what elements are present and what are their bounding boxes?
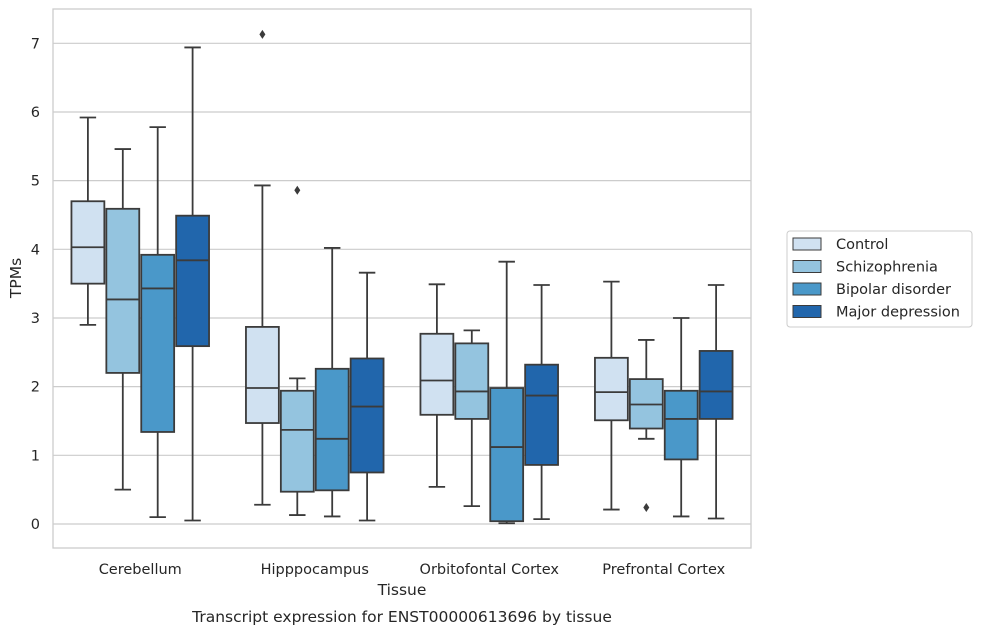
box-group [314,247,350,518]
legend-label: Major depression [836,305,960,321]
outlier-point [294,185,301,195]
x-tick-label: Orbitofontal Cortex [420,562,560,578]
box [349,357,385,474]
box [524,363,559,466]
y-tick-label: 2 [31,380,40,396]
box-group [175,46,210,522]
box-plot-area [70,29,734,525]
legend-label: Control [836,237,888,253]
box [454,342,490,420]
plot-frame [52,8,752,549]
box-group [489,260,525,525]
x-axis-title: Tissue [377,581,427,599]
x-tick-label: Hipppocampus [261,562,369,578]
box-group [628,339,664,512]
box [140,253,176,433]
box-group [70,116,106,326]
box [245,326,280,424]
box [314,367,350,492]
y-axis-ticks: 0 1 2 3 4 5 6 7 [31,36,40,533]
legend-label: Schizophrenia [836,260,938,276]
legend-frame [786,230,973,328]
box-group [419,283,455,488]
y-tick-label: 1 [31,448,40,464]
legend-swatch [792,305,822,318]
box-group [594,280,629,511]
y-axis-title: TPMs [7,258,25,299]
y-tick-label: 5 [31,174,40,190]
box [489,387,525,523]
y-tick-label: 6 [31,105,40,121]
legend-label: Bipolar disorder [836,282,951,298]
box [105,207,141,374]
chart-caption: Transcript expression for ENST0000061369… [191,608,612,626]
x-axis-ticks: Cerebellum Hipppocampus Orbitofontal Corte… [99,562,726,578]
box [70,200,106,285]
x-tick-label: Prefrontal Cortex [602,562,725,578]
y-tick-label: 4 [31,242,40,258]
box-group [279,185,315,516]
box [279,389,315,493]
box-group [105,148,141,491]
box [698,350,734,420]
box [175,214,210,348]
box-group [140,126,176,519]
box-group [454,329,490,508]
box-group [698,284,734,520]
y-tick-label: 7 [31,36,40,52]
y-tick-label: 0 [31,517,40,533]
outlier-point [259,29,266,39]
box-group [349,271,385,522]
x-tick-label: Cerebellum [99,562,182,578]
outlier-point [643,502,650,512]
box-group [663,317,699,518]
box [663,389,699,461]
box [594,356,629,422]
box [419,332,455,416]
box-group [245,29,280,506]
legend-swatch [792,260,822,273]
box-group [524,284,559,521]
y-tick-label: 3 [31,311,40,327]
legend-swatch [792,237,822,251]
legend: Control Schizophrenia Bipolar disorder Majo… [786,230,973,328]
legend-swatch [792,282,822,296]
